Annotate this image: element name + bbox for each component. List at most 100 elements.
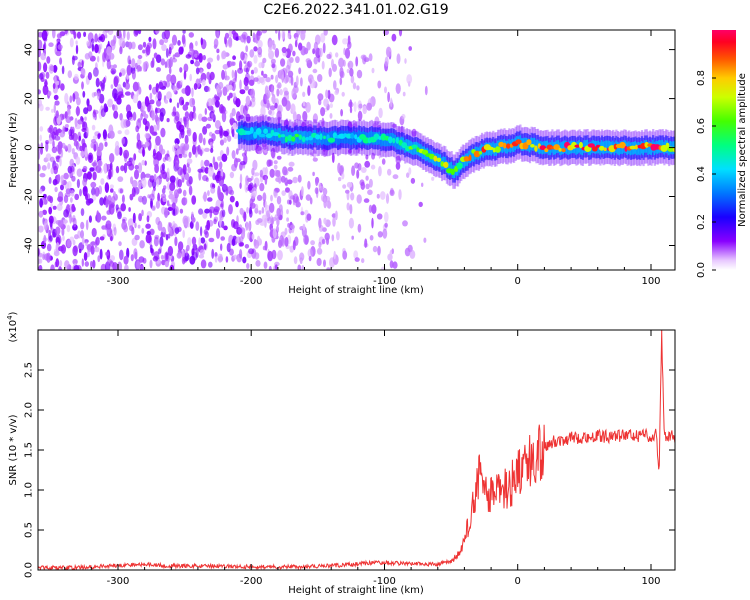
noise-speck — [110, 236, 113, 242]
noise-speck — [169, 182, 176, 192]
noise-speck — [207, 86, 211, 92]
noise-speck — [69, 37, 74, 48]
noise-speck — [253, 239, 260, 249]
noise-speck — [176, 121, 182, 131]
noise-speck — [54, 186, 58, 193]
noise-speck — [129, 225, 134, 232]
noise-speck — [239, 162, 243, 171]
noise-speck — [167, 156, 172, 162]
noise-speck — [160, 127, 166, 138]
noise-speck — [67, 181, 72, 189]
noise-speck — [113, 110, 119, 119]
noise-speck — [141, 101, 146, 111]
noise-speck — [239, 79, 242, 90]
noise-speck — [104, 30, 110, 33]
noise-speck — [284, 227, 288, 235]
noise-speck — [125, 104, 132, 113]
noise-speck — [306, 213, 312, 221]
noise-speck — [156, 67, 161, 72]
noise-speck — [245, 113, 251, 122]
noise-speck — [210, 187, 216, 194]
noise-speck — [175, 206, 179, 215]
noise-speck — [406, 74, 413, 85]
noise-speck — [132, 81, 139, 92]
ridge-peak — [362, 137, 370, 144]
noise-speck — [185, 54, 192, 59]
noise-speck — [42, 84, 49, 96]
noise-speck — [64, 124, 69, 128]
noise-speck — [406, 172, 410, 178]
noise-speck — [110, 188, 114, 193]
noise-speck — [408, 167, 412, 175]
noise-speck — [382, 228, 388, 239]
noise-speck — [55, 258, 60, 268]
noise-speck — [53, 64, 58, 73]
noise-speck — [151, 248, 155, 256]
noise-speck — [376, 193, 380, 199]
noise-speck — [134, 222, 137, 229]
noise-speck — [198, 132, 203, 144]
noise-speck — [318, 241, 322, 248]
noise-speck — [75, 40, 78, 45]
ridge-band — [604, 140, 607, 154]
ridge-band — [463, 155, 466, 169]
noise-speck — [167, 233, 171, 239]
noise-speck — [46, 252, 51, 263]
noise-speck — [204, 159, 210, 167]
noise-speck — [119, 249, 124, 261]
noise-speck — [126, 160, 133, 167]
noise-speck — [150, 60, 154, 68]
noise-speck — [182, 215, 189, 226]
noise-speck — [75, 44, 79, 55]
ridge-peak — [411, 144, 418, 149]
noise-speck — [38, 149, 41, 160]
noise-speck — [326, 53, 332, 60]
noise-speck — [269, 202, 275, 213]
ridge-peak — [298, 134, 302, 140]
noise-speck — [168, 46, 172, 55]
noise-speck — [45, 106, 50, 111]
noise-speck — [299, 252, 305, 262]
noise-speck — [309, 78, 312, 85]
noise-speck — [97, 255, 101, 263]
noise-speck — [276, 207, 281, 218]
noise-speck — [200, 237, 206, 244]
noise-speck — [290, 103, 296, 114]
noise-speck — [166, 74, 172, 82]
snr-y-scale: (x104) — [6, 311, 19, 342]
noise-speck — [278, 30, 281, 41]
colorbar-label: Normalized spectral amplitude — [737, 73, 748, 227]
noise-speck — [69, 95, 73, 103]
noise-speck — [168, 193, 175, 200]
noise-speck — [52, 179, 58, 186]
noise-speck — [281, 96, 288, 107]
noise-speck — [221, 69, 225, 80]
ridge-band — [353, 130, 356, 144]
noise-speck — [174, 111, 180, 122]
noise-speck — [329, 113, 333, 119]
y-tick-label: 0.5 — [24, 522, 35, 538]
noise-speck — [38, 89, 41, 95]
noise-speck — [245, 45, 249, 53]
noise-speck — [91, 194, 97, 201]
colorbar-ticks: 0.0 0.2 0.4 0.6 0.8 — [696, 70, 716, 278]
noise-speck — [42, 209, 47, 215]
noise-speck — [80, 221, 85, 230]
noise-speck — [256, 194, 263, 201]
noise-speck — [200, 37, 203, 46]
noise-speck — [153, 52, 158, 59]
noise-speck — [203, 243, 207, 251]
noise-speck — [166, 58, 172, 69]
noise-speck — [297, 264, 302, 270]
noise-speck — [288, 190, 293, 201]
noise-speck — [226, 60, 233, 68]
noise-speck — [118, 241, 122, 247]
noise-speck — [368, 53, 373, 62]
ridge-peak — [436, 157, 442, 162]
noise-speck — [64, 92, 69, 104]
noise-speck — [123, 162, 128, 174]
ridge-band — [560, 141, 564, 155]
noise-speck — [351, 235, 355, 240]
ridge-peak — [433, 155, 438, 162]
noise-speck — [371, 67, 375, 74]
